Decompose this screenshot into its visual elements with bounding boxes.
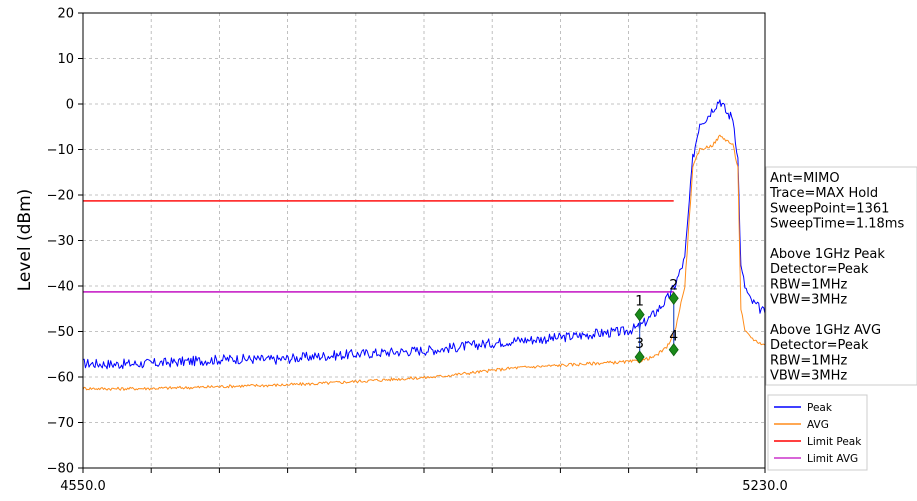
legend-label: Peak (807, 402, 833, 414)
marker-4-label: 4 (669, 329, 678, 345)
y-tick-label: −20 (47, 189, 74, 204)
y-tick-label: −10 (47, 143, 74, 158)
y-tick-label: −60 (47, 371, 74, 386)
y-tick-label: 20 (57, 7, 74, 22)
x-tick-label-start: 4550.0 (60, 479, 106, 494)
y-tick-label: −70 (47, 416, 74, 431)
info-line: Detector=Peak (770, 338, 869, 353)
info-line: Above 1GHz AVG (770, 323, 881, 338)
info-line: SweepPoint=1361 (770, 201, 889, 216)
marker-2-diamond (668, 291, 679, 305)
marker-layer: 1 2 3 4 (634, 277, 679, 364)
info-line: RBW=1MHz (770, 353, 847, 368)
info-line: Trace=MAX Hold (769, 186, 878, 201)
y-tick-label: −80 (47, 462, 74, 477)
legend: Peak AVG Limit Peak Limit AVG (767, 394, 868, 471)
y-tick-label: 10 (57, 52, 74, 67)
info-line: Above 1GHz Peak (770, 247, 885, 262)
legend-label: Limit AVG (807, 453, 858, 465)
y-axis-label: Level (dBm) (15, 189, 35, 292)
y-tick-label: −30 (47, 234, 74, 249)
legend-label: AVG (807, 419, 829, 431)
marker-4-diamond (668, 343, 679, 357)
info-line: RBW=1MHz (770, 277, 847, 292)
y-tick-label: −50 (47, 325, 74, 340)
marker-3-label: 3 (635, 336, 644, 352)
info-line: Ant=MIMO (770, 171, 840, 186)
marker-1-diamond (634, 307, 645, 322)
info-line: SweepTime=1.18ms (770, 217, 904, 232)
legend-entries: Peak AVG Limit Peak Limit AVG (774, 402, 862, 465)
info-line: VBW=3MHz (770, 293, 847, 308)
info-line: VBW=3MHz (770, 369, 847, 384)
series-peak (82, 99, 766, 370)
y-tick-label: −40 (47, 280, 74, 295)
limit-lines (83, 200, 674, 293)
y-tick-label: 0 (66, 98, 74, 113)
info-line: Detector=Peak (770, 262, 869, 277)
marker-2-label: 2 (669, 277, 678, 293)
series-avg (82, 134, 766, 391)
axis-layer: 20 10 0 −10 −20 −30 −40 −50 −60 −70 −80 4550.0 5230.… (47, 7, 788, 495)
legend-label: Limit Peak (807, 436, 862, 448)
x-tick-label-end: 5230.0 (742, 479, 788, 494)
marker-3-diamond (634, 350, 645, 364)
series-layer (82, 99, 766, 391)
marker-1-label: 1 (635, 294, 644, 310)
info-box-frame (765, 166, 917, 386)
grid-layer (83, 13, 765, 468)
